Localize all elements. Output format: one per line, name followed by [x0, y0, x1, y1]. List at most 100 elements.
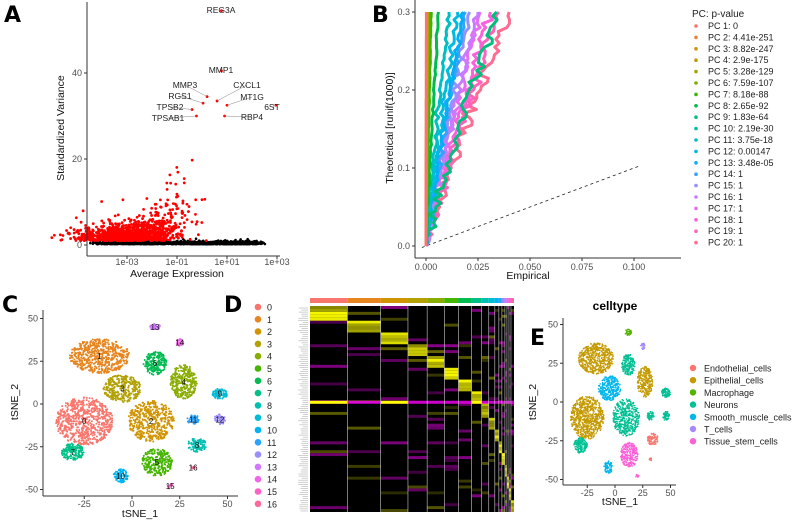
cell-point [141, 418, 144, 421]
cell-point [67, 404, 70, 407]
cell-point [60, 423, 63, 426]
cell-point [85, 436, 88, 439]
cell-point [92, 432, 95, 435]
variable-gene-point [117, 232, 120, 236]
gene-label: MMP3 [173, 80, 198, 90]
cell-point [147, 432, 150, 435]
cell-point [81, 368, 84, 371]
cell-point [78, 431, 80, 434]
cell-point [71, 359, 74, 362]
legend-swatch [694, 240, 698, 245]
cell-point [96, 410, 99, 413]
variable-gene-point [89, 236, 93, 240]
variable-gene-point [171, 233, 175, 237]
non-variable-gene-point [181, 241, 185, 245]
cell-point [177, 369, 180, 372]
cell-point [57, 430, 60, 433]
variable-gene-point [82, 239, 86, 243]
non-variable-gene-point [263, 242, 267, 246]
variable-gene-point [142, 207, 146, 211]
non-variable-gene-point [174, 241, 178, 245]
cell-point [142, 424, 145, 427]
panel-label-c: C [2, 293, 18, 318]
cell-point [80, 362, 83, 365]
cell-point [88, 416, 90, 418]
variable-gene-point [174, 212, 177, 215]
cell-point [107, 339, 110, 342]
cell-point [126, 395, 129, 398]
cell-point [65, 433, 68, 436]
cell-point [132, 412, 135, 415]
cell-point [65, 418, 68, 421]
cell-point [72, 415, 75, 418]
cell-point [149, 412, 152, 415]
cell-point [172, 418, 174, 421]
cell-point [158, 428, 161, 431]
variable-gene-point [169, 181, 173, 185]
cell-point [139, 410, 142, 413]
cell-point [110, 423, 113, 426]
cell-point [88, 406, 91, 409]
variable-gene-point [145, 227, 149, 230]
cell-point [155, 434, 158, 437]
cell-point [104, 383, 107, 386]
cell-point [116, 367, 119, 370]
variable-gene-point [170, 229, 174, 233]
cell-point [140, 421, 143, 423]
variable-gene-point [126, 238, 130, 242]
cell-point [122, 375, 125, 378]
cell-point [117, 381, 120, 384]
variable-gene-point [60, 238, 64, 242]
cell-point [86, 430, 89, 433]
variable-gene-point [69, 226, 73, 230]
cell-point [126, 354, 129, 357]
cell-point [108, 429, 111, 431]
cell-point [92, 418, 95, 420]
cell-point [107, 378, 110, 381]
cell-point [177, 392, 180, 395]
variable-gene-point [121, 198, 125, 202]
variable-gene-point [178, 222, 182, 226]
variable-gene-point [91, 222, 95, 226]
cell-point [82, 356, 85, 359]
cell-point [169, 424, 172, 427]
cell-point [160, 437, 163, 440]
legend-swatch [694, 69, 698, 74]
variable-gene-point [187, 210, 190, 213]
cell-point [76, 360, 79, 363]
cell-point [76, 426, 79, 429]
cell-point [98, 368, 101, 371]
legend-swatch [694, 149, 698, 154]
variable-gene-point [154, 207, 158, 210]
cell-point [165, 432, 168, 435]
cell-point [165, 426, 168, 429]
cell-point [71, 405, 74, 408]
cell-point [159, 434, 162, 437]
cell-point [105, 420, 108, 423]
cell-point [69, 357, 72, 360]
cell-point [134, 384, 137, 387]
cell-point [99, 402, 101, 405]
variable-gene-point [100, 200, 104, 203]
variable-gene-point [52, 233, 56, 237]
cell-point [98, 433, 101, 436]
variable-gene-point [114, 222, 118, 226]
non-variable-gene-point [215, 241, 219, 245]
variable-gene-point [155, 210, 158, 214]
cell-point [100, 423, 103, 426]
cell-point [87, 345, 90, 348]
variable-gene-point [190, 158, 194, 162]
cell-point [55, 420, 58, 422]
cell-point [125, 377, 127, 380]
cell-point [178, 364, 181, 367]
cell-point [86, 341, 89, 344]
variable-gene-point [132, 223, 136, 226]
panel-label-d: D [224, 293, 242, 318]
variable-gene-point [110, 222, 113, 225]
cell-point [129, 428, 132, 431]
non-variable-gene-point [172, 242, 175, 246]
legend-item: PC 4: 2.9e-175 [708, 55, 769, 65]
cell-point [111, 414, 114, 417]
variable-gene-point [137, 214, 141, 217]
cell-point [138, 383, 141, 386]
